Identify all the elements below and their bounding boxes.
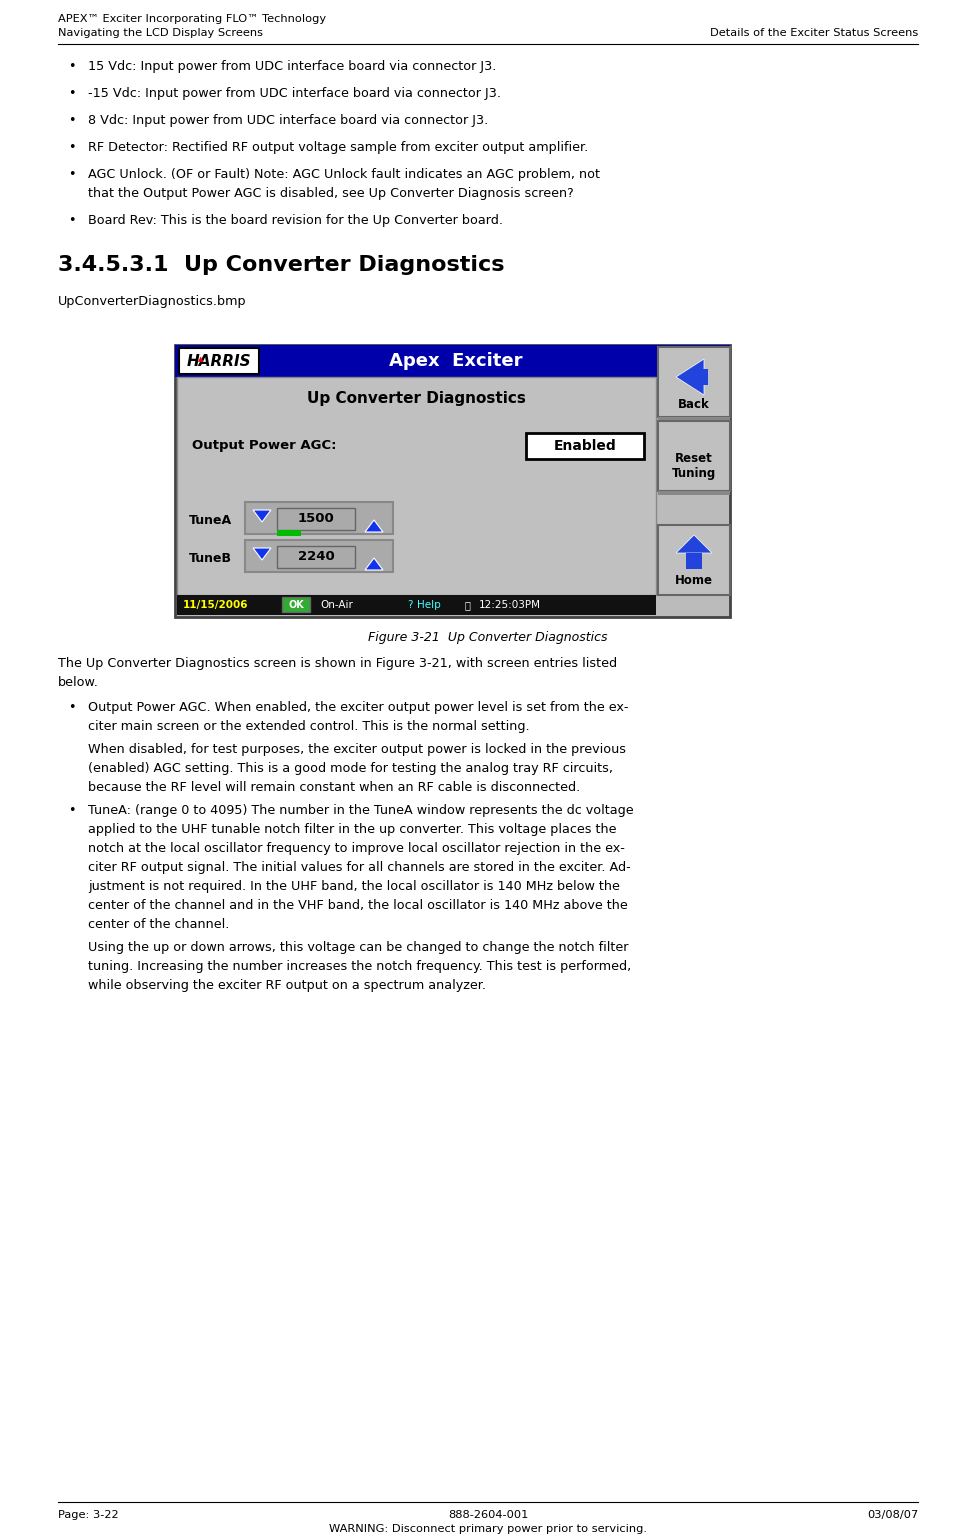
Text: Page: 3-22: Page: 3-22 xyxy=(58,1509,119,1520)
FancyBboxPatch shape xyxy=(686,553,702,569)
Text: •: • xyxy=(68,214,75,227)
Polygon shape xyxy=(676,360,704,395)
FancyBboxPatch shape xyxy=(658,347,730,417)
FancyBboxPatch shape xyxy=(175,344,730,377)
FancyBboxPatch shape xyxy=(658,526,730,595)
Text: Apex  Exciter: Apex Exciter xyxy=(389,352,523,370)
Text: -15 Vdc: Input power from UDC interface board via connector J3.: -15 Vdc: Input power from UDC interface … xyxy=(88,88,501,100)
FancyBboxPatch shape xyxy=(658,490,730,495)
Text: justment is not required. In the UHF band, the local oscillator is 140 MHz below: justment is not required. In the UHF ban… xyxy=(88,881,620,893)
FancyBboxPatch shape xyxy=(179,347,259,373)
Text: 03/08/07: 03/08/07 xyxy=(867,1509,918,1520)
Text: •: • xyxy=(68,168,75,181)
Text: 15 Vdc: Input power from UDC interface board via connector J3.: 15 Vdc: Input power from UDC interface b… xyxy=(88,60,497,72)
FancyBboxPatch shape xyxy=(245,503,393,533)
Text: ▲: ▲ xyxy=(198,357,204,363)
Text: while observing the exciter RF output on a spectrum analyzer.: while observing the exciter RF output on… xyxy=(88,979,486,991)
Text: citer main screen or the extended control. This is the normal setting.: citer main screen or the extended contro… xyxy=(88,719,530,733)
Text: Output Power AGC:: Output Power AGC: xyxy=(192,438,337,452)
Text: 11/15/2006: 11/15/2006 xyxy=(183,599,249,610)
Text: HARRIS: HARRIS xyxy=(186,354,251,369)
FancyBboxPatch shape xyxy=(175,344,730,616)
Text: Using the up or down arrows, this voltage can be changed to change the notch fil: Using the up or down arrows, this voltag… xyxy=(88,941,629,954)
Text: •: • xyxy=(68,804,75,818)
Polygon shape xyxy=(365,520,383,532)
Text: 888-2604-001: 888-2604-001 xyxy=(448,1509,528,1520)
Text: 3.4.5.3.1  Up Converter Diagnostics: 3.4.5.3.1 Up Converter Diagnostics xyxy=(58,255,505,275)
Text: •: • xyxy=(68,60,75,72)
Polygon shape xyxy=(676,535,712,553)
Text: TuneA: TuneA xyxy=(189,513,232,527)
FancyBboxPatch shape xyxy=(282,596,310,612)
Text: Up Converter Diagnostics: Up Converter Diagnostics xyxy=(307,392,526,406)
Text: citer RF output signal. The initial values for all channels are stored in the ex: citer RF output signal. The initial valu… xyxy=(88,861,630,875)
Text: AGC Unlock. (OF or Fault) Note: AGC Unlock fault indicates an AGC problem, not: AGC Unlock. (OF or Fault) Note: AGC Unlo… xyxy=(88,168,600,181)
FancyBboxPatch shape xyxy=(177,377,656,595)
Text: Output Power AGC. When enabled, the exciter output power level is set from the e: Output Power AGC. When enabled, the exci… xyxy=(88,701,629,715)
Text: APEX™ Exciter Incorporating FLO™ Technology: APEX™ Exciter Incorporating FLO™ Technol… xyxy=(58,14,326,25)
Polygon shape xyxy=(253,549,271,559)
Text: TuneA: (range 0 to 4095) The number in the TuneA window represents the dc voltag: TuneA: (range 0 to 4095) The number in t… xyxy=(88,804,633,818)
Text: Tuning: Tuning xyxy=(671,467,716,480)
Text: WARNING: Disconnect primary power prior to servicing.: WARNING: Disconnect primary power prior … xyxy=(329,1525,647,1534)
Polygon shape xyxy=(365,558,383,570)
FancyBboxPatch shape xyxy=(696,369,708,384)
Text: below.: below. xyxy=(58,676,99,689)
FancyBboxPatch shape xyxy=(277,530,301,536)
Text: •: • xyxy=(68,114,75,128)
Text: •: • xyxy=(68,88,75,100)
Text: ?: ? xyxy=(407,599,413,610)
Text: notch at the local oscillator frequency to improve local oscillator rejection in: notch at the local oscillator frequency … xyxy=(88,842,625,855)
Text: 12:25:03PM: 12:25:03PM xyxy=(479,599,541,610)
FancyBboxPatch shape xyxy=(277,546,355,569)
FancyBboxPatch shape xyxy=(658,417,730,421)
Text: Home: Home xyxy=(675,575,713,587)
Text: that the Output Power AGC is disabled, see Up Converter Diagnosis screen?: that the Output Power AGC is disabled, s… xyxy=(88,188,574,200)
Text: Navigating the LCD Display Screens: Navigating the LCD Display Screens xyxy=(58,28,263,38)
Text: Enabled: Enabled xyxy=(553,440,617,453)
Text: •: • xyxy=(68,701,75,715)
Text: center of the channel.: center of the channel. xyxy=(88,918,229,931)
FancyBboxPatch shape xyxy=(177,595,656,615)
Text: Details of the Exciter Status Screens: Details of the Exciter Status Screens xyxy=(710,28,918,38)
Text: 🔒: 🔒 xyxy=(465,599,470,610)
FancyBboxPatch shape xyxy=(658,421,730,490)
Text: because the RF level will remain constant when an RF cable is disconnected.: because the RF level will remain constan… xyxy=(88,781,581,795)
Text: When disabled, for test purposes, the exciter output power is locked in the prev: When disabled, for test purposes, the ex… xyxy=(88,742,626,756)
Text: UpConverterDiagnostics.bmp: UpConverterDiagnostics.bmp xyxy=(58,295,247,307)
Text: Back: Back xyxy=(678,398,710,412)
Text: Help: Help xyxy=(417,599,441,610)
Text: Reset: Reset xyxy=(675,452,712,466)
Text: TuneB: TuneB xyxy=(189,552,232,564)
Polygon shape xyxy=(253,510,271,523)
Text: 1500: 1500 xyxy=(298,512,335,526)
Text: tuning. Increasing the number increases the notch frequency. This test is perfor: tuning. Increasing the number increases … xyxy=(88,961,631,973)
Text: Board Rev: This is the board revision for the Up Converter board.: Board Rev: This is the board revision fo… xyxy=(88,214,503,227)
FancyBboxPatch shape xyxy=(277,509,355,530)
FancyBboxPatch shape xyxy=(526,433,644,460)
Text: •: • xyxy=(68,141,75,154)
Text: Figure 3-21  Up Converter Diagnostics: Figure 3-21 Up Converter Diagnostics xyxy=(368,632,608,644)
Text: OK: OK xyxy=(288,599,304,610)
Text: 8 Vdc: Input power from UDC interface board via connector J3.: 8 Vdc: Input power from UDC interface bo… xyxy=(88,114,488,128)
Text: 2240: 2240 xyxy=(298,550,335,564)
Text: center of the channel and in the VHF band, the local oscillator is 140 MHz above: center of the channel and in the VHF ban… xyxy=(88,899,628,911)
Text: applied to the UHF tunable notch filter in the up converter. This voltage places: applied to the UHF tunable notch filter … xyxy=(88,822,617,836)
Text: On-Air: On-Air xyxy=(320,599,353,610)
Text: RF Detector: Rectified RF output voltage sample from exciter output amplifier.: RF Detector: Rectified RF output voltage… xyxy=(88,141,589,154)
FancyBboxPatch shape xyxy=(245,539,393,572)
Text: The Up Converter Diagnostics screen is shown in Figure 3-21, with screen entries: The Up Converter Diagnostics screen is s… xyxy=(58,656,617,670)
Text: (enabled) AGC setting. This is a good mode for testing the analog tray RF circui: (enabled) AGC setting. This is a good mo… xyxy=(88,762,613,775)
